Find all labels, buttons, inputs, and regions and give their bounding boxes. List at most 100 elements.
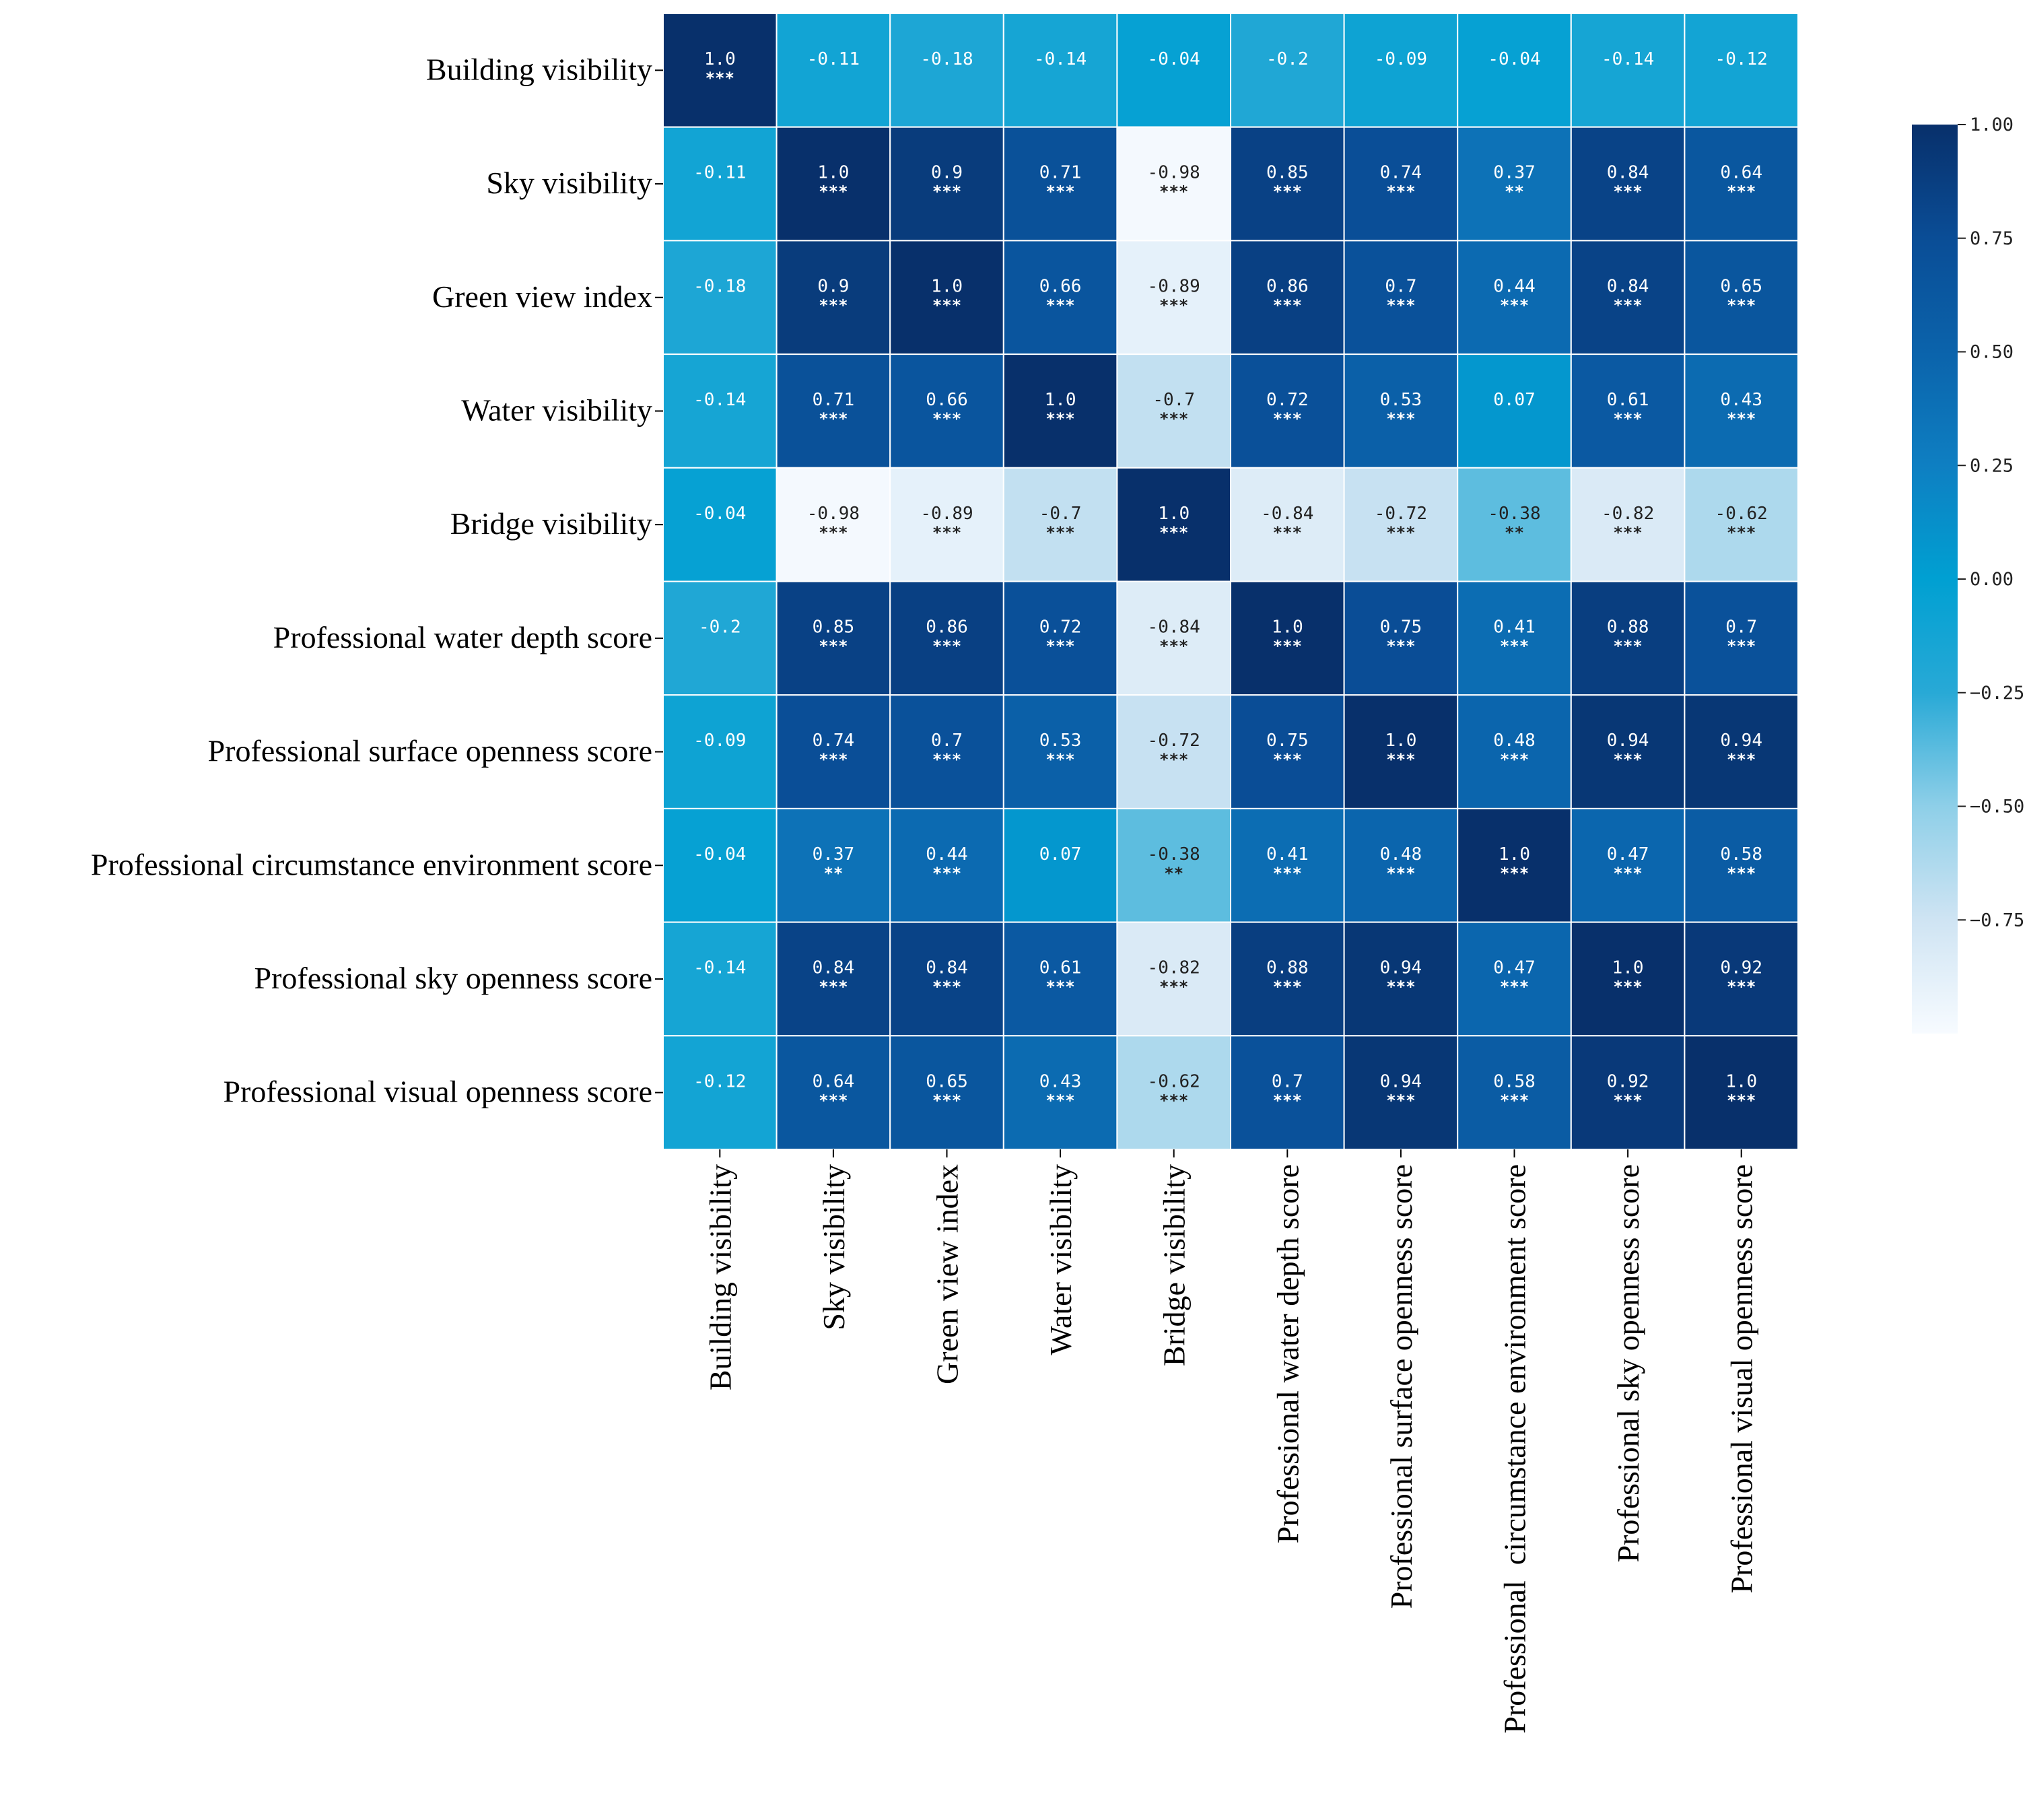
cell-value-label: -0.72 bbox=[1148, 731, 1200, 751]
heatmap-cell: -0.72*** bbox=[1343, 467, 1459, 582]
heatmap-cell: 0.86*** bbox=[1230, 240, 1345, 356]
cell-significance-label: *** bbox=[1500, 1091, 1529, 1110]
column-labels: Building visibility Sky visibility Green v… bbox=[703, 1149, 1759, 1734]
cell-value-label: 0.9 bbox=[931, 163, 963, 183]
colorbar-tick-label: −0.50 bbox=[1970, 797, 2024, 817]
row-label: Sky visibility bbox=[486, 166, 652, 200]
heatmap-cell: 1.0*** bbox=[1684, 1035, 1799, 1151]
heatmap-cell-rect bbox=[1116, 467, 1232, 582]
heatmap-cell: -0.14 bbox=[1002, 13, 1118, 128]
cell-significance-label: *** bbox=[1500, 750, 1529, 769]
cell-value-label: -0.14 bbox=[1602, 49, 1654, 69]
heatmap-cell-rect bbox=[662, 580, 778, 696]
heatmap-cell-rect bbox=[1116, 240, 1232, 356]
heatmap-cell: -0.89*** bbox=[1116, 240, 1232, 356]
cell-value-label: 0.94 bbox=[1607, 731, 1649, 751]
cell-value-label: -0.89 bbox=[1148, 276, 1200, 296]
heatmap-cell-rect bbox=[1116, 353, 1232, 469]
heatmap-cell-rect bbox=[1116, 921, 1232, 1037]
cell-significance-label: ** bbox=[823, 864, 843, 883]
heatmap-cell: -0.38** bbox=[1457, 467, 1572, 582]
heatmap-cell-rect bbox=[662, 126, 778, 242]
cell-value-label: -0.84 bbox=[1261, 504, 1313, 524]
cell-significance-label: *** bbox=[1386, 1091, 1415, 1110]
cell-value-label: -0.11 bbox=[807, 49, 860, 69]
heatmap-cell: 0.72*** bbox=[1230, 353, 1345, 469]
heatmap-cell-rect bbox=[662, 13, 778, 128]
cell-value-label: 0.84 bbox=[1607, 163, 1649, 183]
heatmap-cell-rect bbox=[1002, 240, 1118, 356]
heatmap-cell: -0.72*** bbox=[1116, 694, 1232, 809]
heatmap-cell-rect bbox=[889, 126, 1004, 242]
heatmap-cell: -0.14 bbox=[662, 353, 778, 469]
heatmap-cell: 0.9*** bbox=[889, 126, 1004, 242]
heatmap-cell: -0.11 bbox=[662, 126, 778, 242]
heatmap-cell-rect bbox=[1343, 580, 1459, 696]
cell-value-label: -0.14 bbox=[693, 390, 746, 410]
cell-significance-label: *** bbox=[1045, 409, 1074, 428]
heatmap-cell: -0.82*** bbox=[1570, 467, 1686, 582]
heatmap-cell-rect bbox=[889, 240, 1004, 356]
cell-value-label: 1.0 bbox=[1725, 1071, 1757, 1091]
heatmap-cell: 0.74*** bbox=[776, 694, 891, 809]
heatmap-cell-rect bbox=[1230, 13, 1345, 128]
cell-value-label: -0.09 bbox=[693, 731, 746, 751]
cell-value-label: 0.58 bbox=[1493, 1071, 1536, 1091]
cell-significance-label: *** bbox=[932, 409, 961, 428]
cell-significance-label: *** bbox=[706, 69, 734, 88]
cell-value-label: -0.04 bbox=[693, 844, 746, 865]
cell-value-label: -0.84 bbox=[1148, 617, 1200, 638]
heatmap-cell: 0.53*** bbox=[1343, 353, 1459, 469]
cell-value-label: 0.74 bbox=[1380, 163, 1422, 183]
heatmap-cell-rect bbox=[1116, 694, 1232, 809]
heatmap-cell-rect bbox=[662, 240, 778, 356]
cell-significance-label: *** bbox=[1159, 409, 1188, 428]
cell-value-label: 0.44 bbox=[926, 844, 968, 865]
heatmap-cell-rect bbox=[1002, 13, 1118, 128]
cell-value-label: 1.0 bbox=[931, 276, 963, 296]
cell-significance-label: *** bbox=[1045, 1091, 1074, 1110]
cell-value-label: 0.58 bbox=[1720, 844, 1762, 865]
cell-value-label: 1.0 bbox=[1499, 844, 1530, 865]
heatmap-cell: -0.04 bbox=[1457, 13, 1572, 128]
cell-value-label: -0.14 bbox=[693, 958, 746, 978]
heatmap-cell: 1.0*** bbox=[1002, 353, 1118, 469]
heatmap-cell: -0.12 bbox=[1684, 13, 1799, 128]
colorbar-tick-label: −0.25 bbox=[1970, 683, 2024, 704]
heatmap-cell: 0.44*** bbox=[1457, 240, 1572, 356]
colorbar-gradient bbox=[1912, 125, 1958, 1034]
cell-value-label: -0.11 bbox=[693, 163, 746, 183]
cell-value-label: 1.0 bbox=[1158, 504, 1190, 524]
heatmap-cell: 0.7*** bbox=[1343, 240, 1459, 356]
row-label: Green view index bbox=[432, 279, 652, 314]
heatmap-cell-rect bbox=[1684, 1035, 1799, 1151]
cell-value-label: 0.92 bbox=[1720, 958, 1762, 978]
heatmap-cell-rect bbox=[1002, 580, 1118, 696]
heatmap-cell: 0.44*** bbox=[889, 807, 1004, 923]
cell-significance-label: *** bbox=[1500, 978, 1529, 997]
heatmap-cell-rect bbox=[1343, 694, 1459, 809]
cell-significance-label: *** bbox=[1386, 864, 1415, 883]
heatmap-cell: 0.85*** bbox=[776, 580, 891, 696]
cell-value-label: 0.71 bbox=[1039, 163, 1082, 183]
cell-significance-label: *** bbox=[1159, 296, 1188, 314]
colorbar: 1.00 0.75 0.50 0.25 0.00 −0.25 −0.50 −0.75 bbox=[1912, 114, 2024, 1034]
cell-significance-label: *** bbox=[819, 523, 848, 542]
heatmap-cell: 0.72*** bbox=[1002, 580, 1118, 696]
heatmap-cell-rect bbox=[889, 467, 1004, 582]
cell-significance-label: *** bbox=[1159, 637, 1188, 656]
heatmap-cell: 0.92*** bbox=[1684, 921, 1799, 1037]
cell-significance-label: *** bbox=[932, 296, 961, 314]
heatmap-cell: 0.58*** bbox=[1684, 807, 1799, 923]
colorbar-tick-label: 0.25 bbox=[1970, 455, 2014, 476]
cell-value-label: 0.47 bbox=[1493, 958, 1536, 978]
cell-significance-label: *** bbox=[1613, 637, 1642, 656]
heatmap-cell: 0.75*** bbox=[1343, 580, 1459, 696]
row-label: Water visibility bbox=[461, 393, 652, 427]
cell-value-label: -0.89 bbox=[920, 504, 973, 524]
heatmap-cell: -0.14 bbox=[1570, 13, 1686, 128]
cell-significance-label: *** bbox=[819, 1091, 848, 1110]
heatmap-cell-rect bbox=[776, 580, 891, 696]
cell-value-label: 0.9 bbox=[817, 276, 849, 296]
heatmap-cell-rect bbox=[889, 807, 1004, 923]
